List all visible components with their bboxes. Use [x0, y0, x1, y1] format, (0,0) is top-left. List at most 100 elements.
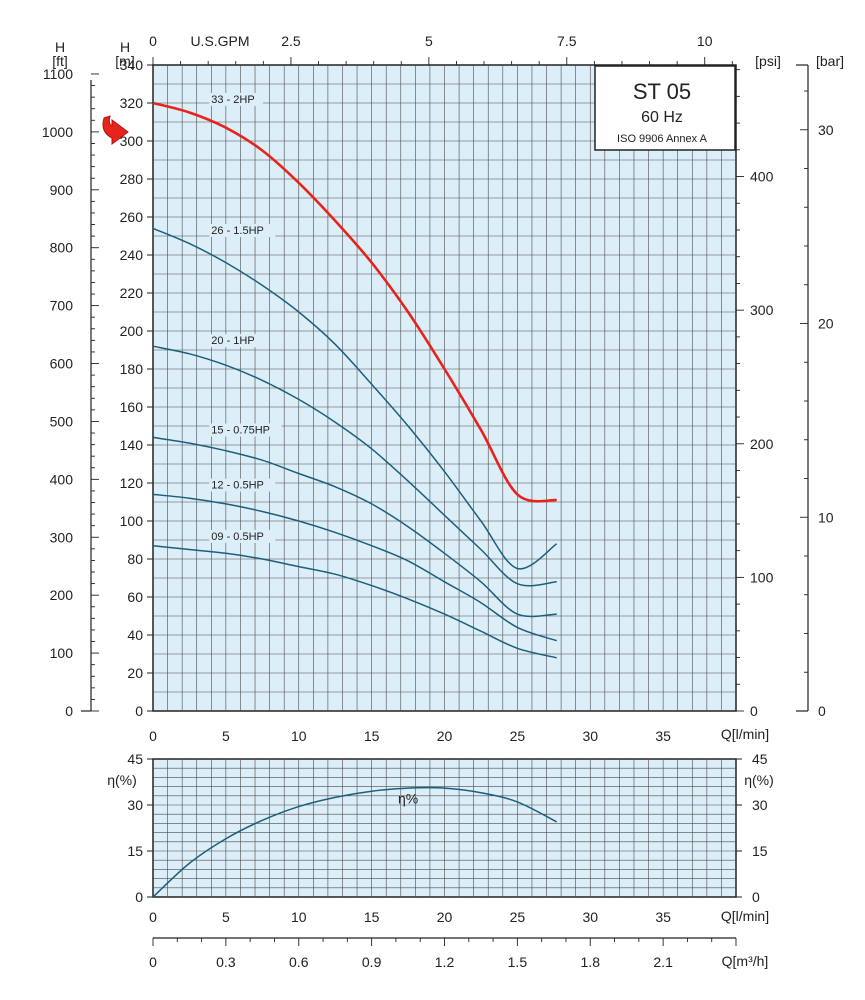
- ft-tick-label: 1000: [42, 124, 73, 140]
- x-tick-label: 5: [222, 728, 230, 744]
- series-label-background: [209, 423, 282, 437]
- series-line: [152, 345, 557, 587]
- series-label-background: [209, 224, 276, 237]
- m3h-tick-label: 2.1: [653, 954, 673, 970]
- gpm-tick-label: 10: [697, 33, 713, 49]
- y-tick-label: 240: [120, 247, 144, 263]
- chart-title: ST 05: [633, 79, 691, 104]
- m-axis-label-unit: [m]: [115, 53, 134, 69]
- series-label-background: [209, 92, 263, 106]
- bar-tick-label: 30: [818, 122, 834, 138]
- eff-axis-label-left: η(%): [107, 772, 137, 788]
- ft-tick-label: 700: [50, 298, 74, 314]
- chart-standard: ISO 9906 Annex A: [617, 133, 708, 145]
- series-line: [152, 227, 558, 570]
- eff-x-tick-label: 10: [291, 909, 307, 925]
- series-label: 12 - 0.5HP: [211, 480, 264, 492]
- bar-tick-label: 10: [818, 509, 834, 525]
- x-tick-label: 20: [437, 728, 453, 744]
- series-labels: 33 - 2HP 26 - 1.5HP 20 - 1HP 15 - 0.75HP 12 …: [209, 92, 418, 806]
- eff-axis-label-right: η(%): [744, 772, 774, 788]
- bar-tick-label: 0: [818, 703, 826, 719]
- x-tick-label: 35: [655, 728, 671, 744]
- x-tick-label: 10: [291, 728, 307, 744]
- series-label-background: [209, 478, 276, 492]
- y-tick-label: 300: [120, 133, 144, 149]
- m-axis-label-top: H: [120, 39, 130, 55]
- y-tick-label: 200: [120, 323, 144, 339]
- y-tick-label: 40: [127, 627, 143, 643]
- y-tick-label: 60: [127, 589, 143, 605]
- series-label-background: [209, 334, 263, 348]
- x-tick-label: 30: [582, 728, 598, 744]
- gpm-tick-label: 0: [149, 33, 157, 49]
- x-tick-label: 25: [510, 728, 526, 744]
- ft-tick-label: 500: [50, 413, 74, 429]
- chart-subtitle: 60 Hz: [641, 109, 683, 126]
- bar-tick-label: 20: [818, 316, 834, 332]
- y-tick-label: 160: [120, 399, 144, 415]
- m3h-tick-label: 0.3: [216, 954, 236, 970]
- eff-x-tick-label: 35: [655, 909, 671, 925]
- gpm-axis-label: U.S.GPM: [190, 33, 249, 49]
- y-tick-label: 140: [120, 437, 144, 453]
- y-tick-label: 120: [120, 475, 144, 491]
- efficiency-series-label: η%: [398, 790, 418, 806]
- m3h-tick-label: 0: [149, 954, 157, 970]
- eff-x-tick-label: 25: [510, 909, 526, 925]
- y-tick-label: 220: [120, 285, 144, 301]
- ft-tick-label: 600: [50, 356, 74, 372]
- ft-tick-label: 200: [50, 587, 74, 603]
- ft-axis-label-unit: [ft]: [52, 53, 68, 69]
- eff-right-tick-label: 30: [752, 797, 768, 813]
- ft-tick-label: 300: [50, 529, 74, 545]
- y-tick-label: 20: [127, 665, 143, 681]
- eff-left-tick-label: 30: [127, 797, 143, 813]
- y-tick-label: 280: [120, 171, 144, 187]
- gpm-tick-label: 7.5: [557, 33, 577, 49]
- series-label: 15 - 0.75HP: [211, 425, 270, 437]
- m3h-axis-label: Q[m³/h]: [722, 953, 769, 969]
- series-line: [152, 436, 557, 618]
- eff-left-tick-label: 15: [127, 843, 143, 859]
- psi-tick-label: 400: [750, 169, 774, 185]
- series-label: 20 - 1HP: [211, 335, 254, 347]
- psi-tick-label: 0: [750, 703, 758, 719]
- ft-tick-label: 100: [50, 645, 74, 661]
- psi-axis-label: [psi]: [755, 53, 781, 69]
- y-tick-label: 100: [120, 513, 144, 529]
- eff-x-tick-label: 0: [149, 909, 157, 925]
- eff-left-tick-label: 0: [135, 889, 143, 905]
- m3h-tick-label: 0.6: [289, 954, 309, 970]
- eff-right-tick-label: 15: [752, 843, 768, 859]
- x-tick-label: 0: [149, 728, 157, 744]
- eff-right-tick-label: 0: [752, 889, 760, 905]
- eff-right-tick-label: 45: [752, 751, 768, 767]
- y-tick-label: 260: [120, 209, 144, 225]
- series-line: [152, 544, 557, 659]
- y-tick-label: 320: [120, 95, 144, 111]
- m3h-tick-label: 1.2: [435, 954, 455, 970]
- series-line: [152, 101, 557, 503]
- series-line: [152, 493, 557, 642]
- x-tick-label: 15: [364, 728, 380, 744]
- eff-x-tick-label: 5: [222, 909, 230, 925]
- series-lines: [152, 101, 558, 898]
- efficiency-series-line: [152, 786, 558, 898]
- y-tick-label: 80: [127, 551, 143, 567]
- gpm-tick-label: 2.5: [281, 33, 301, 49]
- psi-tick-label: 100: [750, 569, 774, 585]
- psi-tick-label: 300: [750, 302, 774, 318]
- eff-left-tick-label: 45: [127, 751, 143, 767]
- axes: 0055101015152020252530303535020406080100…: [42, 33, 834, 970]
- eff-x-tick-label: 30: [582, 909, 598, 925]
- ft-tick-label: 800: [50, 240, 74, 256]
- m3h-tick-label: 1.5: [508, 954, 528, 970]
- ft-tick-label: 0: [65, 703, 73, 719]
- eff-x-tick-label: 15: [364, 909, 380, 925]
- gpm-tick-label: 5: [425, 33, 433, 49]
- x-axis-label-top: Q[l/min]: [721, 726, 769, 742]
- y-tick-label: 340: [120, 57, 144, 73]
- title-box: ST 05 60 Hz ISO 9906 Annex A: [594, 65, 736, 151]
